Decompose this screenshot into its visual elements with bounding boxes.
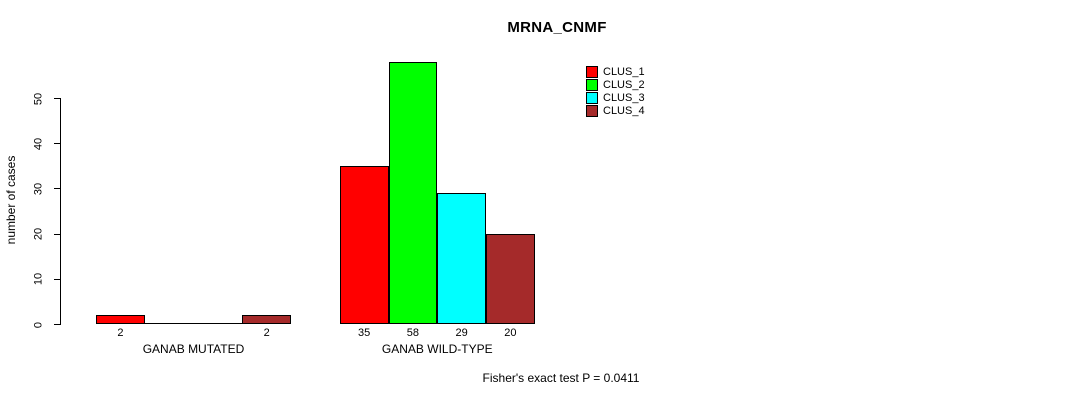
legend-swatch <box>586 79 598 91</box>
y-tick-label: 30 <box>32 182 45 196</box>
legend-row: CLUS_3 <box>586 92 645 104</box>
y-tick-label: 10 <box>32 273 45 286</box>
legend-swatch <box>586 105 598 117</box>
bar-value-label: 35 <box>358 327 371 339</box>
x-group-label: GANAB WILD-TYPE <box>381 342 493 356</box>
bar <box>339 165 389 324</box>
zero-value-baseline <box>144 323 194 324</box>
y-tick-mark <box>54 324 60 325</box>
legend-label: CLUS_1 <box>603 66 645 78</box>
chart-title: MRNA_CNMF <box>507 19 607 36</box>
y-tick-mark <box>54 188 60 190</box>
legend-label: CLUS_3 <box>603 92 645 104</box>
bar <box>486 233 535 324</box>
bar <box>437 192 486 324</box>
zero-value-baseline <box>193 323 243 324</box>
legend-row: CLUS_4 <box>586 105 645 117</box>
bar-value-label: 2 <box>117 327 124 339</box>
y-tick-label: 40 <box>32 137 45 150</box>
x-group-label: GANAB MUTATED <box>142 342 245 356</box>
footnote-text: Fisher's exact test P = 0.0411 <box>482 371 640 385</box>
y-tick-mark <box>54 233 60 235</box>
y-tick-label: 50 <box>32 92 45 105</box>
legend-label: CLUS_4 <box>603 105 645 117</box>
legend-row: CLUS_1 <box>586 66 645 78</box>
y-tick-mark <box>54 98 60 99</box>
bar-value-label: 58 <box>406 327 419 339</box>
legend-label: CLUS_2 <box>603 79 645 91</box>
y-axis-line <box>60 98 61 325</box>
legend: CLUS_1 CLUS_2 CLUS_3 CLUS_4 <box>586 66 645 118</box>
y-tick-label: 20 <box>32 227 45 241</box>
y-tick-mark <box>54 278 60 280</box>
bar-value-label: 29 <box>455 327 468 339</box>
bar-value-label: 20 <box>504 327 517 339</box>
legend-swatch <box>586 92 598 104</box>
legend-swatch <box>586 66 598 78</box>
bar-value-label: 2 <box>263 327 270 339</box>
y-tick-label: 0 <box>32 321 45 328</box>
bar <box>388 61 438 324</box>
y-tick-mark <box>54 143 60 145</box>
bar <box>242 314 291 324</box>
legend-row: CLUS_2 <box>586 79 645 91</box>
bar <box>96 314 145 324</box>
